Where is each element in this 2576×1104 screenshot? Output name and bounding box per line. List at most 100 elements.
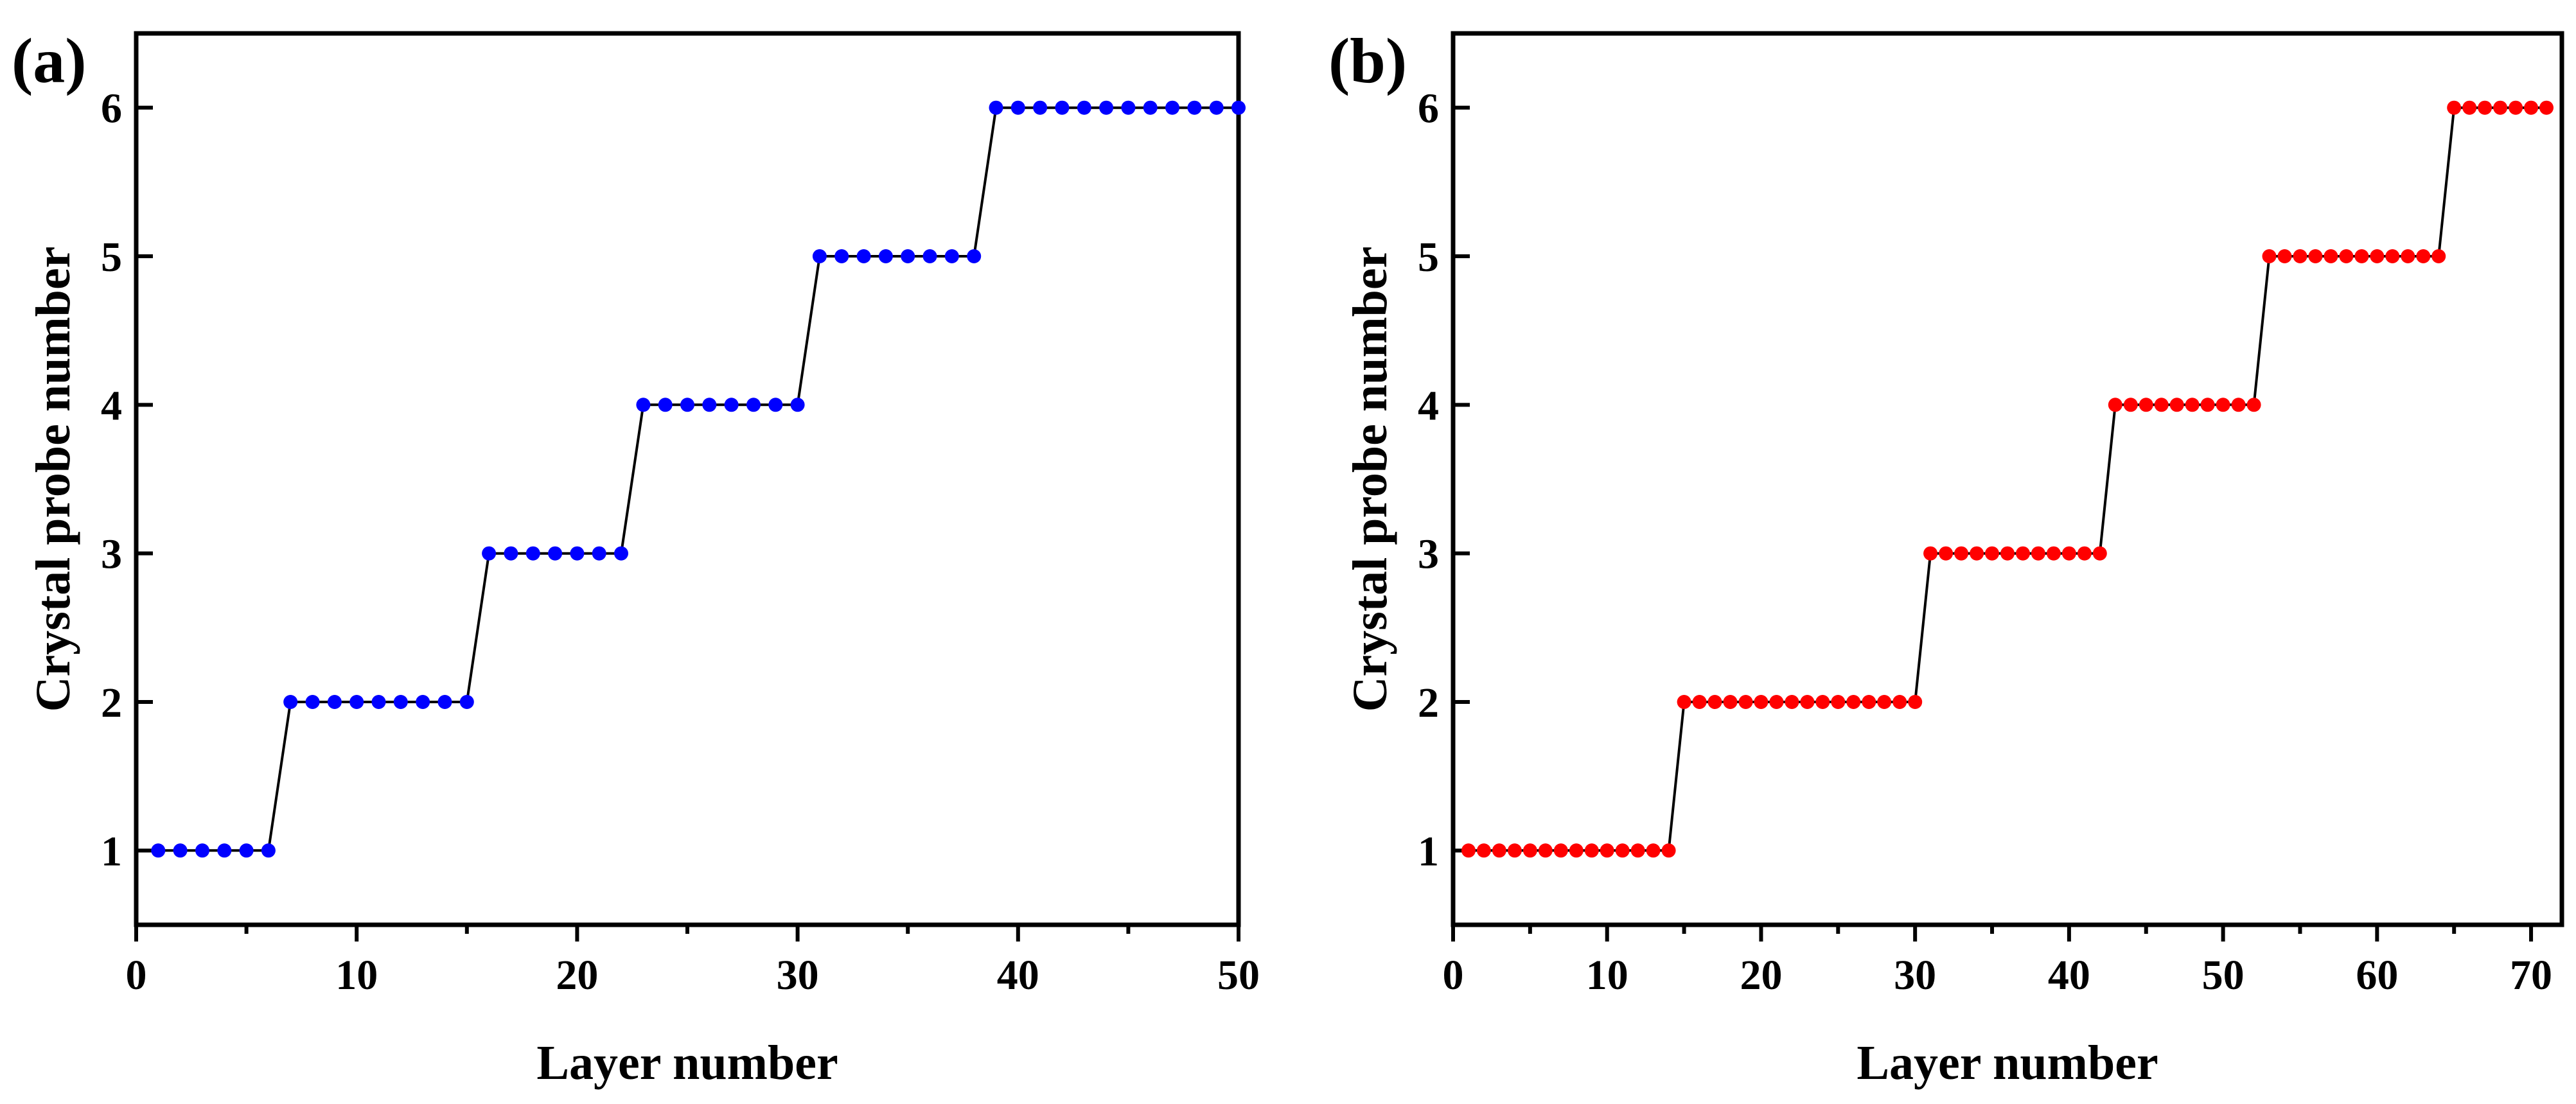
panel-b-y-tick-label: 1	[1418, 828, 1439, 875]
panel-b-data-point	[2016, 546, 2030, 561]
panel-b-y-tick-label: 2	[1418, 679, 1439, 726]
panel-a-label: (a)	[12, 25, 87, 96]
panel-b-data-point	[2308, 249, 2323, 263]
panel-b-x-tick-label: 20	[1740, 952, 1782, 999]
panel-b-data-point	[1707, 695, 1722, 709]
panel-a-data-point	[548, 546, 563, 561]
panel-b-data-point	[2000, 546, 2015, 561]
panel-a-plot-frame	[134, 31, 1241, 927]
panel-b-data-point	[2046, 546, 2061, 561]
panel-b-data-point	[1939, 546, 1954, 561]
panel-b-data-point	[2185, 398, 2200, 412]
panel-b-data-point	[1831, 695, 1846, 709]
panel-b-data-point	[1692, 695, 1707, 709]
panel-b-data-point	[1862, 695, 1876, 709]
panel-a-x-tick-label: 0	[126, 952, 147, 999]
panel-b-data-point	[2370, 249, 2385, 263]
panel-b-data-point	[1892, 695, 1907, 709]
panel-a-series-line	[158, 106, 1239, 852]
panel-b-label: (b)	[1328, 25, 1407, 96]
panel-b-x-axis-title: Layer number	[1857, 1036, 2158, 1090]
panel-a-data-point	[901, 249, 915, 263]
panel-a-x-tick-label: 30	[777, 952, 819, 999]
panel-b-data-point	[2123, 398, 2138, 412]
panel-b-x-tick-label: 40	[2048, 952, 2090, 999]
panel-b-x-tick-label: 30	[1894, 952, 1936, 999]
panel-a-data-point	[768, 398, 783, 412]
panel-b-y-tick-label: 3	[1418, 531, 1439, 578]
panel-b-data-point	[2200, 398, 2215, 412]
panel-b-data-point	[1476, 843, 1491, 858]
panel-b-data-point	[1461, 843, 1476, 858]
panel-a-data-point	[283, 695, 298, 709]
panel-a-x-tick-label: 40	[997, 952, 1039, 999]
panel-a-x-tick-label: 10	[335, 952, 378, 999]
panel-b-data-point	[2324, 249, 2338, 263]
panel-a-data-point	[416, 695, 430, 709]
panel-b-data-point	[2246, 398, 2261, 412]
panel-b-series-line	[1469, 106, 2546, 852]
panel-a-data-point	[305, 695, 320, 709]
panel-b-x-tick-label: 0	[1443, 952, 1464, 999]
panel-a-data-point	[967, 249, 982, 263]
panel-b-data-point	[2092, 546, 2107, 561]
panel-a-data-point	[1143, 100, 1158, 115]
panel-b-data-point	[1970, 546, 1984, 561]
panel-b-x-tick-label: 60	[2356, 952, 2398, 999]
panel-a-data-point	[504, 546, 518, 561]
panel-b-data-point	[2061, 546, 2076, 561]
panel-b-y-tick-label: 6	[1418, 85, 1439, 132]
panel-a-data-point	[151, 843, 166, 858]
panel-b-data-point	[2431, 249, 2446, 263]
panel-a-y-axis-title: Crystal probe number	[26, 247, 80, 712]
panel-b-data-point	[1877, 695, 1892, 709]
panel-b-y-axis-title: Crystal probe number	[1343, 247, 1397, 712]
panel-b-data-point	[2031, 546, 2045, 561]
panel-b-data-point	[2539, 100, 2554, 115]
panel-b-data-point	[1677, 695, 1691, 709]
panel-b-data-point	[2524, 100, 2539, 115]
panel-b-data-point	[2354, 249, 2369, 263]
panel-b-data-point	[2447, 100, 2462, 115]
panel-a-data-point	[437, 695, 452, 709]
panel-b-data-point	[2462, 100, 2477, 115]
panel-b-data-point	[1800, 695, 1815, 709]
panel-b-data-point	[2401, 249, 2415, 263]
panel-a-data-point	[173, 843, 188, 858]
panel-a-data-point	[944, 249, 959, 263]
panel-b-data-point	[2293, 249, 2307, 263]
panel-a-data-point	[1010, 100, 1025, 115]
panel-b-x-tick-label: 70	[2510, 952, 2552, 999]
panel-a-data-point	[1121, 100, 1136, 115]
panel-b-data-point	[2231, 398, 2246, 412]
panel-a-data-point	[349, 695, 364, 709]
panel-a-data-point	[261, 843, 276, 858]
panel-a-data-point	[525, 546, 540, 561]
panel-a-data-point	[195, 843, 209, 858]
panel-b-data-point	[2108, 398, 2122, 412]
panel-b-y-tick-label: 4	[1418, 382, 1439, 429]
panel-a-data-point	[1187, 100, 1202, 115]
panel-b-data-point	[1600, 843, 1614, 858]
panel-a-data-point	[746, 398, 761, 412]
panel-b-data-point	[1661, 843, 1676, 858]
panel-a-data-point	[724, 398, 739, 412]
panel-b-data-point	[1985, 546, 1999, 561]
panel-a-data-point	[614, 546, 628, 561]
panel-a-y-tick-label: 6	[101, 85, 122, 132]
panel-a-y-tick-label: 4	[101, 382, 122, 429]
panel-b-data-point	[1630, 843, 1645, 858]
panel-a-data-point	[393, 695, 408, 709]
panel-a-data-point	[217, 843, 232, 858]
panel-b-data-point	[2277, 249, 2292, 263]
panel-a-data-point	[1231, 100, 1246, 115]
panel-b-data-point	[2262, 249, 2277, 263]
panel-a-data-point	[371, 695, 386, 709]
panel-b-data-point	[1923, 546, 1938, 561]
panel-b-data-point	[1815, 695, 1830, 709]
panel-a-x-axis-title: Layer number	[536, 1036, 838, 1090]
panel-a-y-tick-label: 2	[101, 679, 122, 726]
panel-b-data-point	[1754, 695, 1769, 709]
panel-b-data-point	[1553, 843, 1568, 858]
